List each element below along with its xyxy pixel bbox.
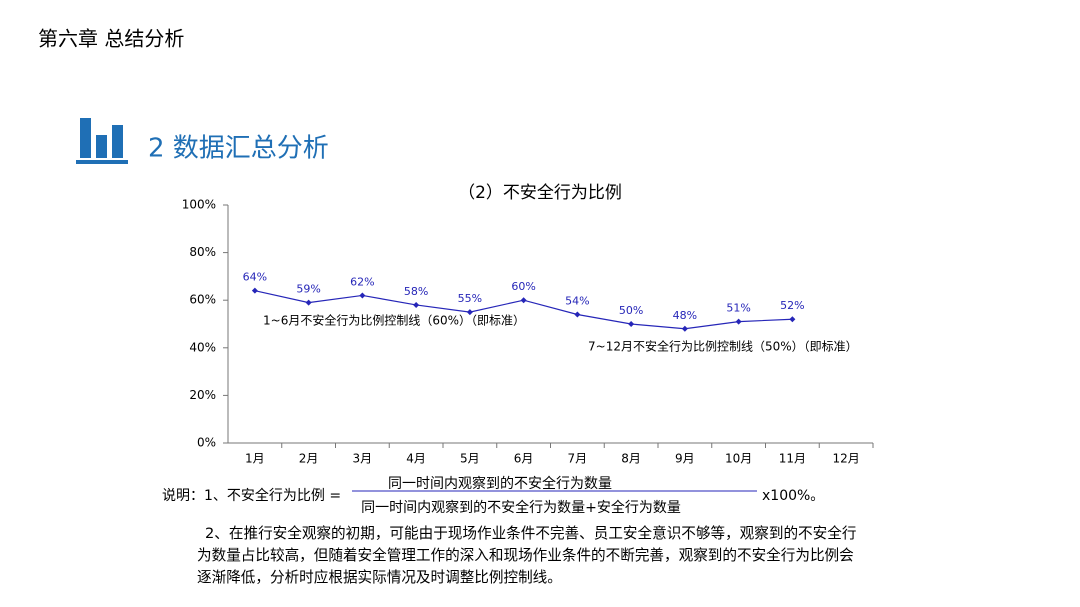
x-tick-label: 2月 [299, 452, 319, 466]
x-tick-label: 6月 [514, 452, 534, 466]
point [681, 325, 688, 332]
value-label: 50% [619, 304, 643, 317]
x-tick-label: 7月 [568, 452, 588, 466]
value-label: 48% [673, 309, 697, 322]
note-line: 2、在推行安全观察的初期，可能由于现场作业条件不完善、员工安全意识不够等，观察到… [205, 524, 856, 542]
value-label: 55% [458, 292, 482, 305]
y-tick-label: 20% [189, 388, 216, 402]
x-tick-label: 12月 [832, 452, 859, 466]
x-tick-label: 9月 [675, 452, 695, 466]
annotation: 1~6月不安全行为比例控制线（60%）（即标准） [263, 313, 525, 328]
note-suffix: x100%。 [762, 488, 824, 504]
x-tick-label: 10月 [725, 452, 752, 466]
point [789, 316, 796, 323]
value-label: 59% [296, 283, 320, 296]
value-label: 51% [726, 302, 750, 315]
point [628, 321, 635, 327]
x-tick-label: 8月 [621, 452, 641, 466]
annotation: 7~12月不安全行为比例控制线（50%）（即标准） [588, 339, 858, 354]
chart-title: （2）不安全行为比例 [458, 183, 622, 203]
value-label: 62% [350, 275, 374, 288]
value-label: 64% [243, 271, 267, 284]
point [466, 309, 473, 316]
note-intro: 说明：1、不安全行为比例 = [162, 487, 341, 504]
point [520, 297, 527, 304]
section-title: 2 数据汇总分析 [148, 134, 329, 164]
x-tick-label: 11月 [779, 452, 806, 466]
x-tick-label: 5月 [460, 452, 480, 466]
value-label: 54% [565, 294, 589, 307]
point [359, 292, 366, 299]
note-line: 为数量占比较高，但随着安全管理工作的深入和现场作业条件的不断完善，观察到的不安全… [197, 546, 854, 564]
y-tick-label: 0% [197, 436, 216, 450]
value-label: 60% [511, 280, 535, 293]
y-tick-label: 60% [189, 293, 216, 307]
x-tick-label: 1月 [245, 452, 265, 466]
note-line: 逐渐降低，分析时应根据实际情况及时调整比例控制线。 [197, 568, 562, 586]
y-tick-label: 40% [189, 340, 216, 354]
point [574, 311, 581, 318]
header-title: 第六章 总结分析 [38, 27, 184, 51]
x-tick-label: 3月 [353, 452, 373, 466]
y-tick-label: 100% [182, 198, 216, 212]
chart-icon [76, 118, 128, 164]
x-tick-label: 4月 [406, 452, 426, 466]
y-tick-label: 80% [189, 245, 216, 259]
note-denominator: 同一时间内观察到的不安全行为数量+安全行为数量 [361, 499, 681, 516]
value-label: 52% [780, 299, 804, 312]
point [251, 287, 258, 294]
point [735, 318, 742, 325]
point [413, 301, 420, 308]
point [305, 299, 312, 306]
value-label: 58% [404, 285, 428, 298]
note-numerator: 同一时间内观察到的不安全行为数量 [388, 475, 612, 492]
